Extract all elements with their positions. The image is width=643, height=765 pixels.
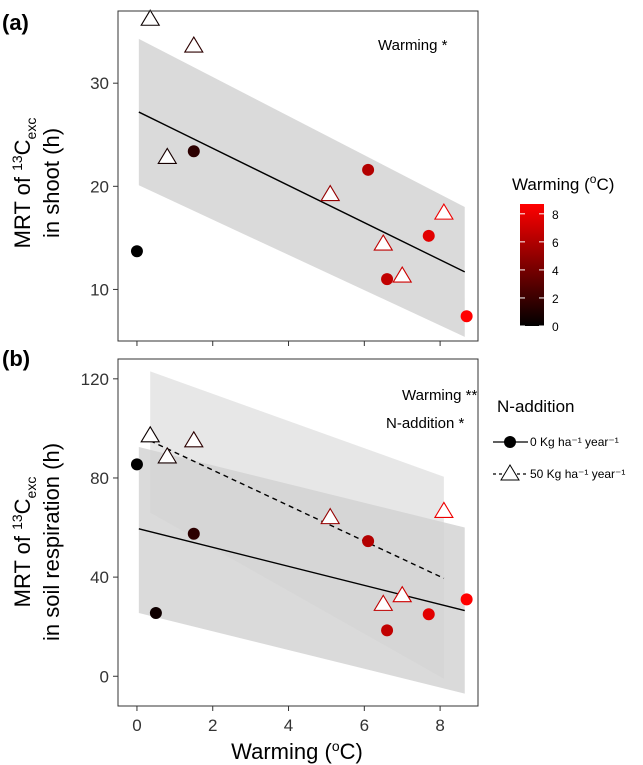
panel-b: (b) 0 40 80 120 0 2 4 6 8 Warming ** N-addition… — [2, 346, 479, 764]
y-tick-label: 40 — [90, 568, 109, 587]
colorbar-legend: Warming (oC) 0 2 4 6 8 — [512, 172, 614, 334]
panel-b-y-title-line2: in soil respiration (h) — [39, 443, 64, 641]
x-tick-label: 0 — [132, 716, 141, 735]
y-tick-label: 30 — [90, 74, 109, 93]
panel-a-y-axis: 10 20 30 — [90, 74, 118, 299]
n-addition-legend: N-addition 0 Kg ha⁻¹ year⁻¹ 50 Kg ha⁻¹ y… — [493, 397, 625, 481]
fit-line-solid — [138, 528, 465, 612]
panel-a-confidence-bands — [138, 38, 465, 337]
data-point-circle — [422, 608, 435, 621]
panel-b-x-axis: 0 2 4 6 8 — [132, 706, 445, 735]
y-tick-label: 10 — [90, 280, 109, 299]
data-point-triangle — [392, 265, 413, 283]
data-point-triangle — [433, 203, 454, 220]
fit-line-dashed — [149, 440, 445, 579]
data-point-circle — [149, 607, 162, 620]
data-point-triangle — [183, 35, 204, 53]
legend-triangle-marker — [500, 464, 520, 481]
y-tick-label: 0 — [100, 667, 109, 686]
panel-b-points — [130, 425, 473, 637]
data-point-circle — [381, 624, 394, 637]
data-point-circle — [381, 273, 394, 286]
colorbar-tick-label: 2 — [552, 292, 559, 306]
panel-a-label: (a) — [2, 10, 29, 35]
panel-a-x-ticks — [136, 341, 441, 346]
data-point-triangle — [157, 147, 178, 164]
data-point-circle — [460, 593, 473, 606]
data-point-triangle — [183, 430, 204, 448]
colorbar-gradient — [520, 204, 544, 326]
panel-b-frame — [117, 358, 479, 707]
panel-b-annotation-n-addition: N-addition * — [386, 415, 465, 432]
data-point-circle — [362, 535, 375, 548]
data-point-triangle — [140, 425, 161, 443]
data-point-triangle — [320, 507, 341, 525]
legend-label-50kg: 50 Kg ha⁻¹ year⁻¹ — [530, 467, 625, 481]
panel-a-y-title-line2: in shoot (h) — [39, 128, 64, 238]
data-point-triangle — [373, 233, 394, 251]
data-point-triangle — [392, 585, 413, 603]
data-point-circle — [130, 458, 143, 471]
data-point-triangle — [373, 594, 394, 611]
colorbar-tick-label: 0 — [552, 320, 559, 334]
panel-b-y-title-line1: MRT of 13Cexc — [9, 477, 39, 608]
panel-b-annotation-warming: Warming ** — [402, 387, 477, 404]
panel-a-y-title-line1: MRT of 13Cexc — [9, 118, 39, 249]
colorbar-title: Warming (oC) — [512, 172, 614, 194]
y-tick-label: 80 — [90, 469, 109, 488]
panel-a-points — [130, 9, 473, 323]
data-point-circle — [187, 145, 200, 158]
panel-b-fit-lines — [138, 440, 465, 612]
legend-title: N-addition — [497, 397, 575, 416]
confidence-band-dashed — [150, 371, 444, 679]
data-point-circle — [187, 527, 200, 540]
panel-a-annotation-warming: Warming * — [378, 37, 448, 54]
data-point-triangle — [320, 184, 341, 202]
data-point-circle — [362, 163, 375, 176]
panel-b-y-axis: 0 40 80 120 — [81, 370, 118, 686]
colorbar-ticks: 0 2 4 6 8 — [520, 208, 559, 334]
fit-line-solid — [138, 111, 466, 273]
colorbar-tick-label: 6 — [552, 236, 559, 250]
panel-a-fit-lines — [138, 111, 466, 273]
y-tick-label: 120 — [81, 370, 109, 389]
panel-b-label: (b) — [2, 346, 30, 371]
colorbar-tick-label: 4 — [552, 264, 559, 278]
x-tick-label: 2 — [208, 716, 217, 735]
data-point-triangle — [157, 446, 178, 464]
y-tick-label: 20 — [90, 177, 109, 196]
x-tick-label: 4 — [284, 716, 293, 735]
legend-circle-marker — [504, 436, 516, 448]
panel-a-frame — [117, 10, 479, 342]
data-point-circle — [460, 310, 473, 323]
data-point-triangle — [140, 9, 161, 26]
data-point-circle — [130, 245, 143, 258]
x-tick-label: 8 — [435, 716, 444, 735]
legend-label-0kg: 0 Kg ha⁻¹ year⁻¹ — [530, 435, 619, 449]
x-tick-label: 6 — [360, 716, 369, 735]
colorbar-tick-label: 8 — [552, 208, 559, 222]
data-point-triangle — [433, 501, 454, 518]
confidence-band-solid — [138, 38, 465, 337]
panel-a: (a) 10 20 30 Warming * MRT of 13Cexc in sh… — [2, 9, 479, 346]
x-axis-title: Warming (oC) — [231, 738, 363, 764]
data-point-circle — [422, 229, 435, 242]
